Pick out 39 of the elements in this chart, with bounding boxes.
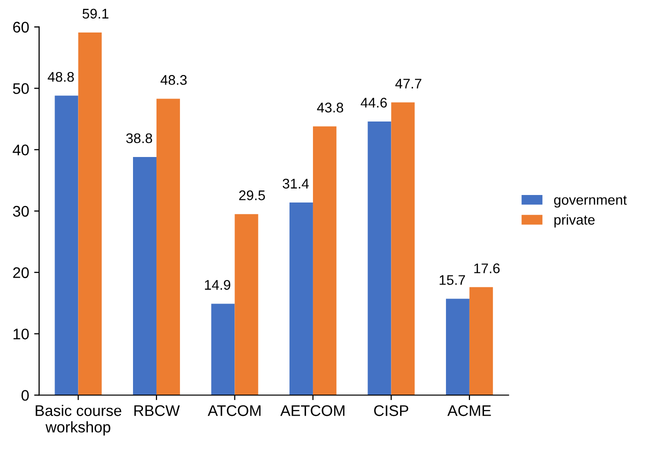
y-tick-label: 60 (13, 22, 29, 33)
x-tick-label: CISP (374, 405, 408, 416)
bar (469, 287, 493, 396)
x-tick-label: RBCW (134, 405, 180, 416)
data-label: 14.9 (204, 280, 230, 290)
y-tick-label: 10 (14, 328, 29, 340)
data-label: 47.7 (395, 78, 422, 88)
bar (211, 304, 235, 396)
data-label: 43.8 (317, 102, 344, 112)
bar (156, 98, 180, 396)
bar (368, 121, 392, 396)
y-tick-label: 30 (12, 206, 29, 217)
data-label: 15.7 (440, 275, 465, 285)
data-label: 38.8 (126, 133, 152, 144)
y-tick-label: 50 (13, 83, 29, 94)
data-label: 48.8 (48, 72, 74, 82)
data-label: 59.1 (82, 8, 108, 19)
y-tick-label: 20 (13, 267, 29, 278)
data-label: 44.6 (360, 98, 387, 108)
bar (391, 102, 415, 396)
bar (446, 298, 470, 396)
data-label: 29.5 (239, 190, 265, 200)
data-label: 31.4 (282, 178, 309, 189)
bar (54, 96, 78, 396)
bar (312, 126, 336, 396)
x-tick-label: AETCOM (280, 405, 344, 416)
bar (78, 32, 102, 396)
bar (234, 214, 258, 396)
y-tick-label: 40 (12, 144, 29, 156)
data-label: 48.3 (160, 75, 187, 85)
legend-label: private (554, 214, 595, 228)
x-tick-label: ATCOM (208, 405, 260, 416)
y-tick-label: 0 (22, 390, 29, 401)
bar (133, 157, 156, 396)
x-tick-label: ACME (447, 405, 491, 416)
legend-label: government (554, 196, 627, 208)
bar (289, 202, 313, 396)
x-tick-label: Basic course workshop (36, 404, 122, 436)
data-label: 17.6 (474, 263, 500, 274)
